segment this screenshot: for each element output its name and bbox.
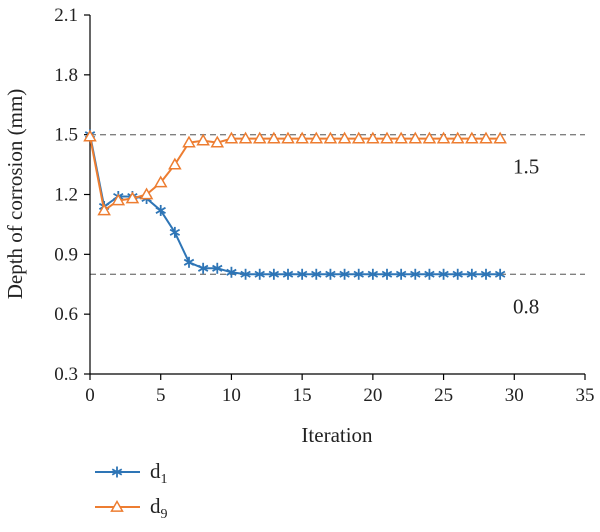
series-layer (83, 129, 507, 280)
x-tick-label: 20 (363, 385, 382, 406)
series-line (89, 134, 501, 276)
x-tick-label: 25 (434, 385, 453, 406)
series-line (89, 136, 501, 213)
series-point (337, 131, 352, 144)
y-tick-label: 0.3 (54, 364, 78, 385)
series-point (238, 131, 253, 144)
series-point (480, 268, 492, 280)
series-point (111, 466, 123, 478)
series-point (493, 131, 507, 144)
series-point (296, 268, 308, 280)
series-point (479, 131, 493, 144)
y-ticks: 0.3 0.6 0.9 1.2 1.5 1.8 2.1 (54, 5, 90, 385)
series-point (240, 268, 251, 280)
series-point (226, 266, 237, 278)
reference-line-label: 1.5 (513, 155, 539, 179)
series-point (394, 131, 408, 144)
x-tick-label: 5 (156, 385, 166, 406)
series-point (282, 268, 294, 280)
series-point (309, 131, 324, 144)
series-point (182, 135, 196, 148)
series-point (196, 133, 210, 146)
series-point (212, 262, 223, 274)
x-tick-label: 10 (222, 385, 241, 406)
y-tick-label: 2.1 (54, 5, 78, 26)
series-point (367, 268, 379, 280)
series-point (183, 256, 195, 268)
x-tick-label: 30 (505, 385, 524, 406)
series-point (366, 131, 380, 144)
series-point (494, 268, 506, 280)
y-tick-label: 1.5 (54, 125, 78, 146)
series-point (281, 131, 295, 144)
series-point (422, 131, 437, 144)
axes (89, 15, 585, 375)
series-d1 (84, 129, 506, 280)
series-point (452, 268, 463, 280)
series-point (155, 204, 166, 216)
legend-label: d1 (150, 459, 168, 487)
series-point (110, 499, 124, 512)
series-point (311, 268, 322, 280)
series-point (267, 131, 281, 144)
legend-label-base: d (150, 494, 161, 518)
legend-label: d9 (150, 494, 168, 522)
y-tick-label: 0.6 (54, 304, 78, 325)
series-point (295, 131, 309, 144)
series-point (139, 187, 154, 200)
series-point (438, 268, 449, 280)
y-tick-label: 1.2 (54, 185, 78, 206)
series-point (380, 131, 394, 144)
series-point (353, 268, 364, 280)
y-tick-label: 1.8 (54, 65, 78, 86)
series-point (83, 129, 97, 142)
series-point (323, 131, 338, 144)
series-point (210, 135, 225, 148)
series-point (268, 268, 280, 280)
series-point (97, 203, 111, 216)
x-ticks: 0 5 10 15 20 25 30 35 (85, 374, 595, 406)
series-point (325, 268, 336, 280)
series-point (450, 131, 465, 144)
x-tick-label: 35 (576, 385, 595, 406)
x-tick-label: 15 (293, 385, 312, 406)
series-point (465, 131, 479, 144)
x-tick-label: 0 (85, 385, 95, 406)
series-point (424, 268, 435, 280)
series-point (351, 131, 366, 144)
series-point (410, 268, 421, 280)
series-point (381, 268, 393, 280)
series-point (169, 226, 181, 238)
series-point (111, 193, 126, 206)
reference-lines: 1.5 0.8 (90, 133, 585, 318)
reference-line-label: 0.8 (513, 294, 539, 318)
x-axis-title: Iteration (301, 423, 373, 447)
series-point (466, 268, 478, 280)
series-point (436, 131, 451, 144)
series-point (252, 131, 267, 144)
series-point (153, 175, 168, 188)
legend-label-subscript: 1 (161, 472, 168, 487)
series-point (339, 268, 350, 280)
y-axis-title: Depth of corrosion (mm) (3, 89, 27, 300)
series-point (254, 268, 265, 280)
series-point (168, 157, 182, 170)
series-point (224, 131, 239, 144)
series-point (125, 191, 140, 204)
y-tick-label: 0.9 (54, 244, 78, 265)
series-d9 (83, 129, 507, 216)
legend-label-base: d (150, 459, 161, 483)
series-point (197, 262, 209, 274)
series-point (408, 131, 423, 144)
legend-label-subscript: 9 (161, 507, 168, 522)
series-point (395, 268, 407, 280)
